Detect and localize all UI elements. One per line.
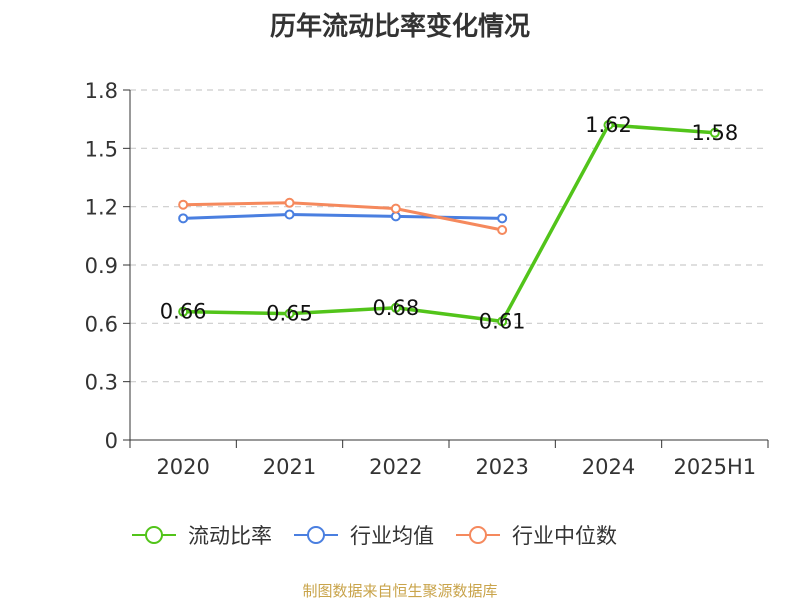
series-line <box>183 201 503 232</box>
legend: 流动比率 行业均值 行业中位数 <box>130 520 637 550</box>
legend-item-industry-median[interactable]: 行业中位数 <box>454 520 617 550</box>
legend-item-industry-mean[interactable]: 行业均值 <box>292 520 434 550</box>
legend-label: 行业中位数 <box>512 524 617 548</box>
data-label: 1.62 <box>585 113 632 137</box>
data-point <box>178 306 189 317</box>
x-tick-label: 2022 <box>369 455 422 479</box>
grid-lines <box>130 89 768 383</box>
data-point <box>284 209 295 220</box>
x-tick-label: 2024 <box>582 455 635 479</box>
legend-line-icon <box>132 526 176 544</box>
data-point <box>390 203 401 214</box>
x-tick-label: 2025H1 <box>674 455 757 479</box>
data-point <box>284 308 295 319</box>
data-label: 0.66 <box>160 300 207 324</box>
data-point <box>709 127 720 138</box>
series-lines <box>178 120 720 327</box>
y-tick-label: 1.2 <box>85 196 118 220</box>
data-point <box>497 225 508 235</box>
data-labels: 0.66 0.65 0.68 0.61 1.62 1.58 <box>160 113 738 333</box>
data-label: 0.68 <box>372 296 419 320</box>
data-point <box>284 197 295 208</box>
y-tick-label: 0.9 <box>85 254 118 278</box>
data-point <box>497 213 508 224</box>
data-label: 1.58 <box>691 121 738 145</box>
source-note: 制图数据来自恒生聚源数据库 <box>302 582 498 600</box>
y-tick-label: 0 <box>105 429 118 453</box>
data-point <box>603 120 614 130</box>
data-point <box>497 316 508 327</box>
y-tick-label: 1.8 <box>85 79 118 103</box>
legend-label: 行业均值 <box>350 524 434 548</box>
series-line <box>183 212 503 220</box>
data-label: 0.61 <box>479 309 526 333</box>
legend-line-icon <box>294 526 338 544</box>
x-tick-label: 2021 <box>263 455 316 479</box>
y-tick-label: 0.3 <box>85 371 118 395</box>
y-tick-label: 0.6 <box>85 312 118 336</box>
legend-line-icon <box>456 526 500 544</box>
data-point <box>178 199 189 210</box>
series-line <box>183 123 715 324</box>
x-tick-label: 2023 <box>475 455 528 479</box>
data-label: 0.65 <box>266 302 313 326</box>
x-tick-label: 2020 <box>156 455 209 479</box>
data-point <box>178 213 189 224</box>
axes: 0 0.3 0.6 0.9 1.2 1.5 1.8 2020 2021 2022 2023 2024 2… <box>85 79 769 479</box>
data-point <box>390 302 401 313</box>
legend-label: 流动比率 <box>188 524 272 548</box>
legend-item-current-ratio[interactable]: 流动比率 <box>130 520 272 550</box>
chart-title: 历年流动比率变化情况 <box>269 12 530 42</box>
y-tick-label: 1.5 <box>85 137 118 161</box>
